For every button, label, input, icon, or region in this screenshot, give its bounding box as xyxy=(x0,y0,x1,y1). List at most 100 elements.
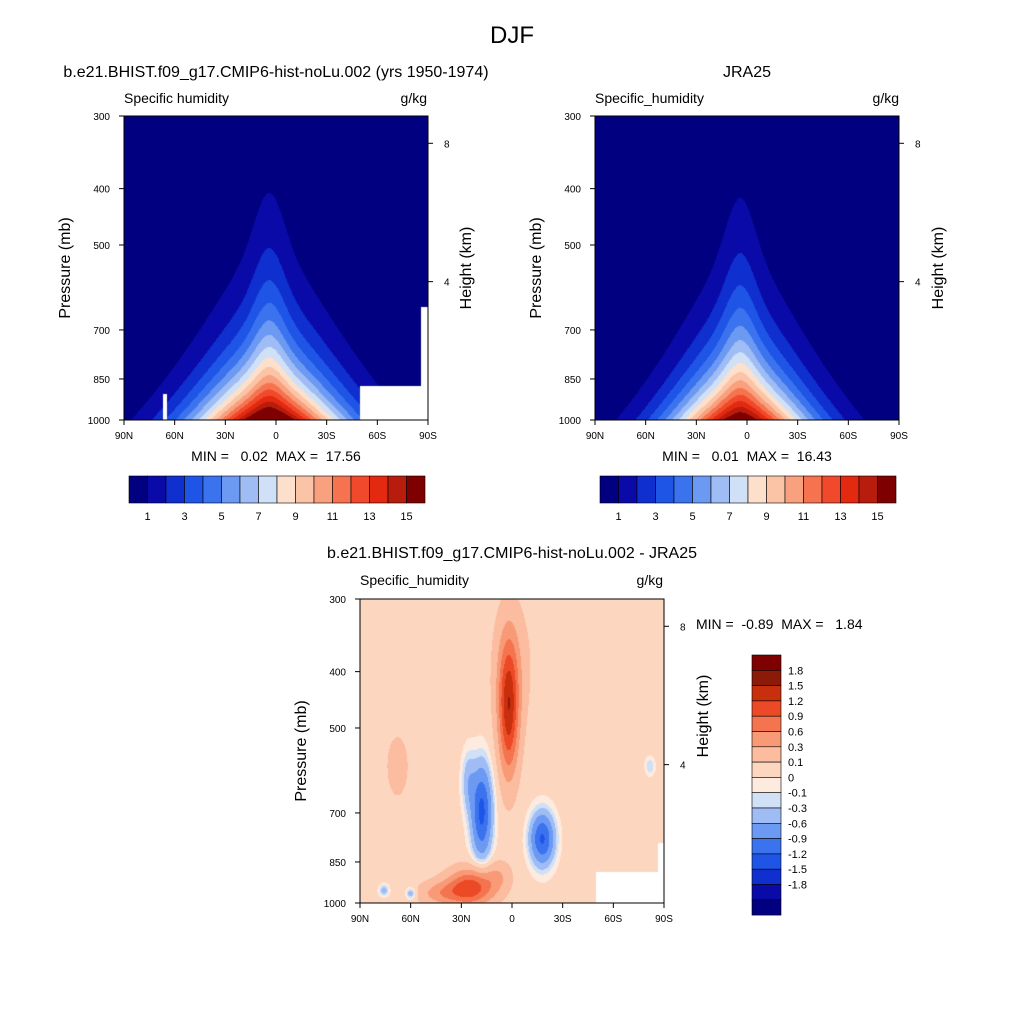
colorbar-box xyxy=(729,475,749,504)
colorbar-label: -0.6 xyxy=(788,818,807,830)
y-tick-label: 300 xyxy=(329,595,346,606)
panel-model-colorbar: 1 3 5 7 9 11 13 15 xyxy=(128,475,426,523)
colorbar-label: -1.2 xyxy=(788,849,807,861)
colorbar-box xyxy=(751,700,782,717)
panel-diff-title: b.e21.BHIST.f09_g17.CMIP6-hist-noLu.002 … xyxy=(327,545,697,562)
colorbar-box xyxy=(751,853,782,870)
x-tick-label: 90S xyxy=(419,431,437,442)
x-tick-label: 60S xyxy=(839,431,857,442)
colorbar-label: 7 xyxy=(255,511,261,523)
colorbar-box xyxy=(710,475,730,504)
colorbar-box xyxy=(239,475,259,504)
colorbar-label: 1.5 xyxy=(788,681,803,693)
x-tick-label: 30N xyxy=(687,431,705,442)
colorbar-label: -1.5 xyxy=(788,864,807,876)
colorbar-box xyxy=(751,746,782,763)
x-tick-label: 90S xyxy=(655,914,673,925)
colorbar-box xyxy=(751,669,782,686)
panel-diff-ylabel: Pressure (mb) xyxy=(293,700,310,801)
x-tick-label: 0 xyxy=(509,914,515,925)
colorbar-label: 3 xyxy=(652,511,658,523)
colorbar-label: 13 xyxy=(834,511,846,523)
x-tick-label: 30S xyxy=(789,431,807,442)
panel-diff-variable: Specific_humidity xyxy=(360,572,469,588)
colorbar-box xyxy=(636,475,656,504)
colorbar-box xyxy=(276,475,296,504)
colorbar-box xyxy=(751,838,782,855)
colorbar-box xyxy=(751,822,782,839)
panel-model-height-axis: 84 xyxy=(428,139,450,289)
colorbar-box xyxy=(184,475,204,504)
y-tick-label: 850 xyxy=(329,858,346,869)
panel-jra25-title: JRA25 xyxy=(723,64,771,81)
colorbar-box xyxy=(673,475,693,504)
colorbar-box xyxy=(332,475,352,504)
panel-jra25-stats: MIN = 0.01 MAX = 16.43 xyxy=(662,448,832,464)
panel-diff-stats: MIN = -0.89 MAX = 1.84 xyxy=(696,616,863,632)
panel-jra25-units: g/kg xyxy=(873,90,899,106)
colorbar-label: 0.3 xyxy=(788,742,803,754)
colorbar-label: 0.6 xyxy=(788,727,803,739)
colorbar-box xyxy=(221,475,241,504)
colorbar-box xyxy=(313,475,333,504)
panel-jra25-field xyxy=(595,116,899,420)
colorbar-box xyxy=(618,475,638,504)
panel-model-y-axis: 300 400 500 700 850 1000 xyxy=(88,112,124,427)
y-tick-label: 1000 xyxy=(88,416,111,427)
colorbar-box xyxy=(751,899,782,916)
y-tick-label: 500 xyxy=(93,241,110,252)
x-tick-label: 30N xyxy=(452,914,470,925)
colorbar-label: 7 xyxy=(726,511,732,523)
colorbar-box xyxy=(295,475,315,504)
y-tick-label: 500 xyxy=(329,724,346,735)
colorbar-label: 15 xyxy=(871,511,883,523)
colorbar-box xyxy=(258,475,278,504)
colorbar-label: -0.1 xyxy=(788,788,807,800)
colorbar-box xyxy=(751,777,782,794)
panel-diff-units: g/kg xyxy=(637,572,663,588)
y-tick-label: 700 xyxy=(564,326,581,337)
panel-diff-x-axis: 90N 60N 30N 0 30S 60S 90S xyxy=(351,903,673,925)
colorbar-box xyxy=(350,475,370,504)
panel-jra25: JRA25 Specific_humidity g/kg 90N 60N 30N 0 3… xyxy=(528,64,947,523)
x-tick-label: 90N xyxy=(351,914,369,925)
y-tick-label: 700 xyxy=(93,326,110,337)
colorbar-box xyxy=(751,792,782,809)
x-tick-label: 60N xyxy=(401,914,419,925)
panel-diff-ylabel-right: Height (km) xyxy=(695,675,712,758)
colorbar-box xyxy=(599,475,619,504)
x-tick-label: 90N xyxy=(115,431,133,442)
colorbar-box xyxy=(369,475,389,504)
colorbar-box xyxy=(821,475,841,504)
colorbar-box xyxy=(387,475,407,504)
colorbar-label: -1.8 xyxy=(788,880,807,892)
height-tick-label: 8 xyxy=(915,139,921,150)
colorbar-box xyxy=(751,731,782,748)
panel-model-ylabel-right: Height (km) xyxy=(458,227,475,310)
colorbar-label: -0.9 xyxy=(788,834,807,846)
colorbar-box xyxy=(202,475,222,504)
panel-model-title: b.e21.BHIST.f09_g17.CMIP6-hist-noLu.002 … xyxy=(63,64,488,81)
panel-model-units: g/kg xyxy=(401,90,427,106)
y-tick-label: 400 xyxy=(564,185,581,196)
colorbar-box xyxy=(692,475,712,504)
colorbar-label: 0 xyxy=(788,772,794,784)
x-tick-label: 0 xyxy=(273,431,279,442)
y-tick-label: 850 xyxy=(564,375,581,386)
colorbar-label: 0.9 xyxy=(788,711,803,723)
x-tick-label: 30S xyxy=(554,914,572,925)
height-tick-label: 4 xyxy=(680,761,686,772)
panel-jra25-ylabel: Pressure (mb) xyxy=(528,217,545,318)
colorbar-label: 0.1 xyxy=(788,757,803,769)
colorbar-box xyxy=(751,654,782,671)
colorbar-box xyxy=(751,761,782,778)
colorbar-box xyxy=(858,475,878,504)
panel-model-variable: Specific humidity xyxy=(124,90,229,106)
colorbar-box xyxy=(655,475,675,504)
colorbar-box xyxy=(803,475,823,504)
colorbar-label: 1 xyxy=(615,511,621,523)
colorbar-box xyxy=(877,475,897,504)
colorbar-label: -0.3 xyxy=(788,803,807,815)
panel-model-x-axis: 90N 60N 30N 0 30S 60S 90S xyxy=(115,420,437,442)
